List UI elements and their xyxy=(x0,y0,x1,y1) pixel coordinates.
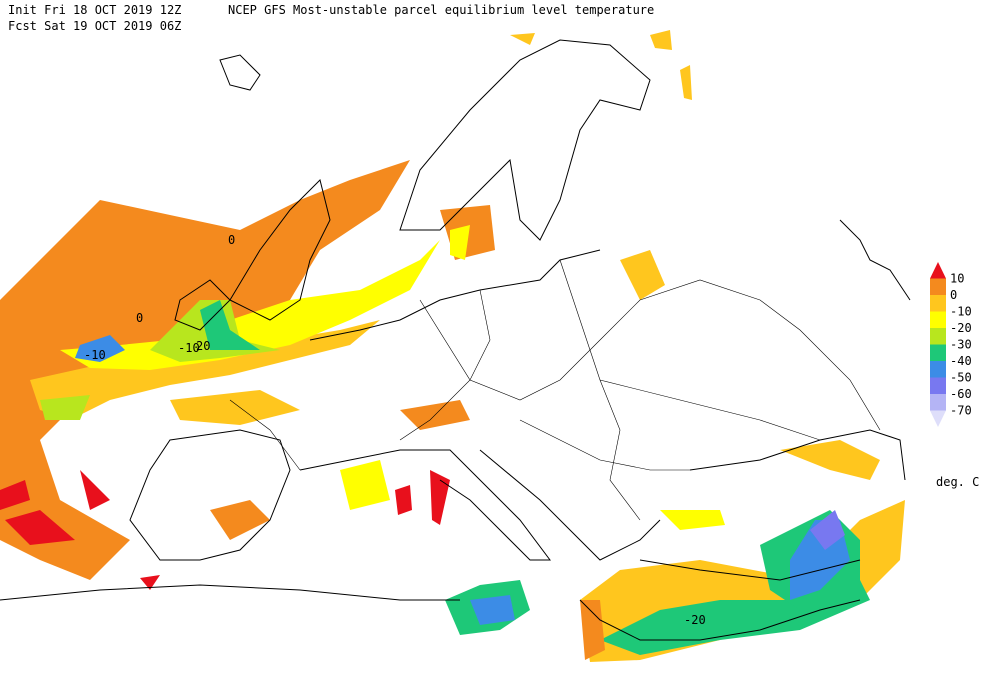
legend-swatch xyxy=(930,311,946,328)
legend-label: 0 xyxy=(950,288,957,302)
contour-label: -20 xyxy=(684,613,706,627)
legend-label: -30 xyxy=(950,338,972,352)
legend-swatch xyxy=(930,344,946,361)
shaded-field xyxy=(0,30,905,662)
legend-arrow xyxy=(930,262,946,279)
units-label: deg. C xyxy=(936,475,979,489)
contour-label: -10 xyxy=(178,341,200,355)
fcst-label: Fcst Sat 19 OCT 2019 06Z xyxy=(8,19,181,33)
contour-label: 0 xyxy=(228,233,235,247)
legend-arrow xyxy=(930,410,946,427)
legend-label: 10 xyxy=(950,272,964,286)
title: NCEP GFS Most-unstable parcel equilibriu… xyxy=(228,3,654,17)
init-label: Init Fri 18 OCT 2019 12Z xyxy=(8,3,181,17)
legend-label: -20 xyxy=(950,321,972,335)
contour-label: -10 xyxy=(84,348,106,362)
legend-swatch xyxy=(930,394,946,411)
contour-label: 20 xyxy=(196,339,210,353)
legend-swatch xyxy=(930,295,946,312)
legend-label: -50 xyxy=(950,371,972,385)
legend-label: -40 xyxy=(950,354,972,368)
legend-swatch xyxy=(930,361,946,378)
legend-label: -70 xyxy=(950,404,972,418)
legend-swatch xyxy=(930,278,946,295)
legend-label: -10 xyxy=(950,305,972,319)
legend: 10 0 -10 -20 -30 -40 -50 -60 -70 deg. C xyxy=(930,262,979,489)
coastlines xyxy=(0,39,911,641)
legend-swatch xyxy=(930,328,946,345)
contour-label: 0 xyxy=(136,311,143,325)
legend-swatch xyxy=(930,377,946,394)
legend-label: -60 xyxy=(950,387,972,401)
borders xyxy=(229,259,881,521)
